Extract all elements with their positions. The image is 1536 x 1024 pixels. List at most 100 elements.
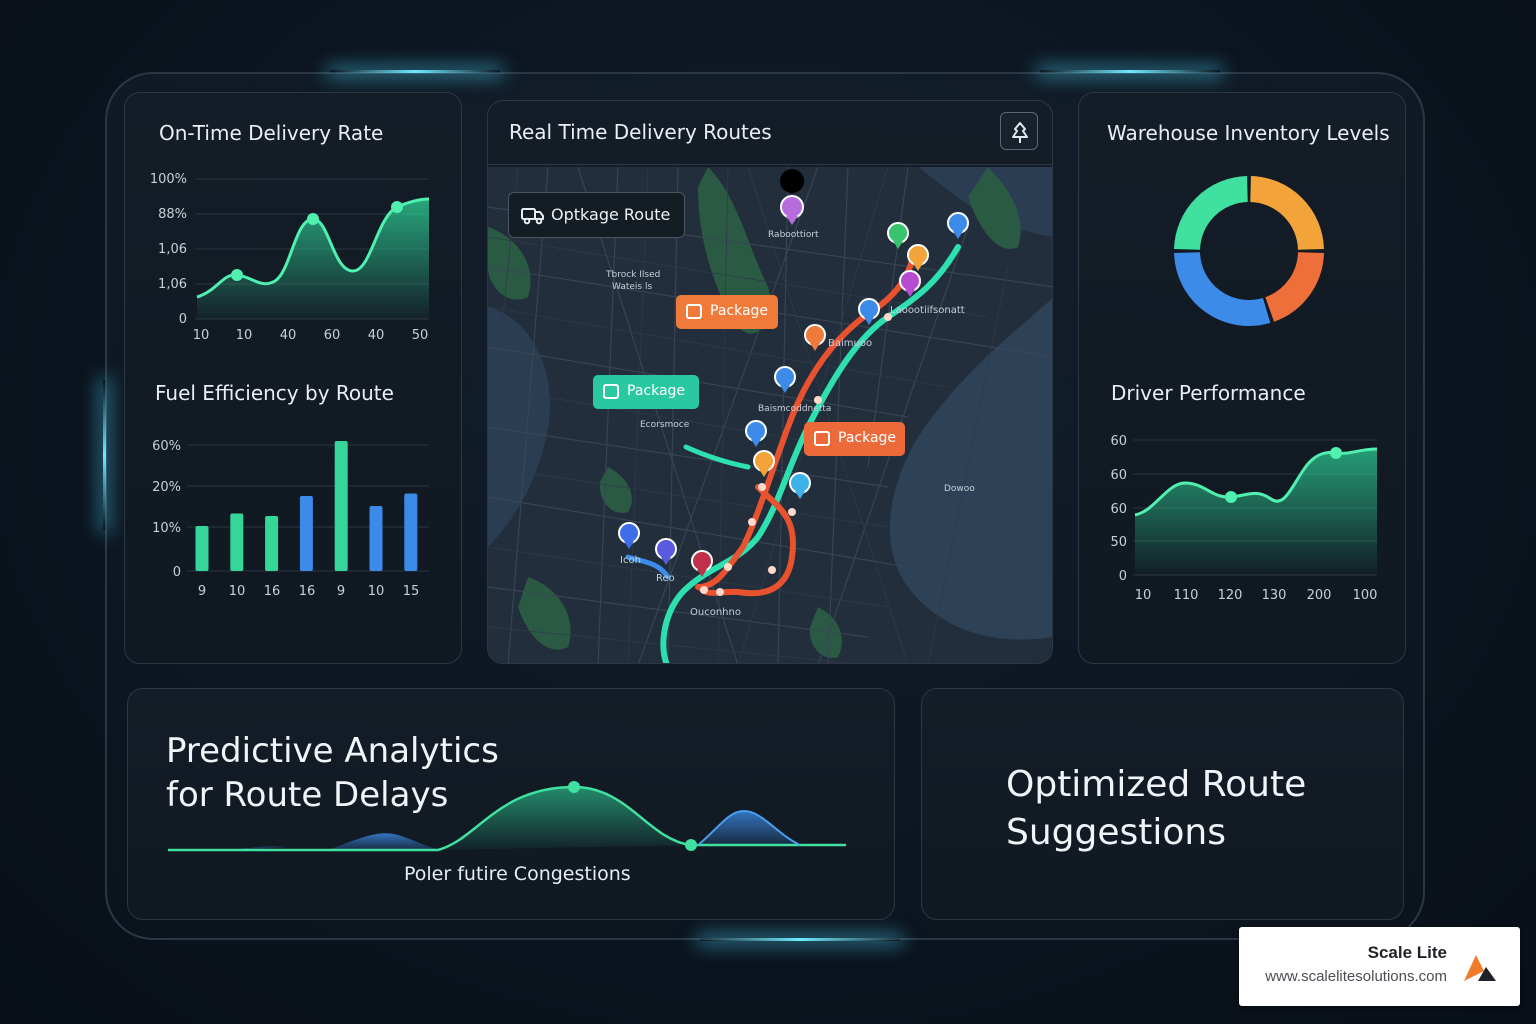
driver-y-tick: 60 [1110, 434, 1127, 449]
pin-icon [1012, 122, 1028, 143]
pin-button[interactable] [1000, 112, 1038, 150]
brand-badge[interactable]: Scale Lite www.scalelitesolutions.com [1239, 927, 1520, 1006]
map-pin[interactable] [858, 298, 880, 325]
map-label: Dowoo [944, 484, 975, 494]
brand-url: www.scalelitesolutions.com [1265, 968, 1447, 985]
on-time-y-tick: 1,06 [158, 277, 187, 292]
on-time-x-tick: 60 [324, 328, 341, 343]
truck-icon [521, 208, 544, 225]
map-label: Tbrock Ilsed [605, 270, 660, 280]
predictive-title-line1: Predictive Analytics [166, 731, 499, 771]
glow-top-left [330, 70, 500, 73]
on-time-x-tick: 40 [280, 328, 297, 343]
predictive-blue-bump [228, 833, 448, 850]
fuel-x-tick: 16 [264, 584, 281, 599]
map-label: Icoh [620, 555, 641, 566]
right-charts-panel: Warehouse Inventory Levels Driver Perfor… [1078, 92, 1406, 664]
fuel-y-tick: 60% [152, 439, 181, 454]
on-time-chart: 100% 88% 1,06 1,06 0 10 10 40 60 40 50 [150, 172, 430, 343]
driver-point [1330, 447, 1342, 459]
fuel-bar [230, 513, 244, 571]
package-icon [814, 431, 830, 446]
fuel-bar [195, 526, 209, 571]
map-pin[interactable] [887, 222, 909, 249]
predictive-panel: Predictive Analytics for Route Delays Po… [127, 688, 895, 920]
map-pin[interactable] [618, 522, 640, 549]
glow-bottom [700, 938, 900, 941]
glow-left [103, 380, 106, 530]
map-label: Ecorsmoce [640, 420, 690, 430]
map-label: Laoootiifsonatt [890, 305, 965, 316]
package-tag-orange[interactable]: Package [676, 295, 778, 329]
fuel-chart: 60% 20% 10% 0 9 10 16 16 9 10 15 [152, 439, 429, 599]
inventory-title: Warehouse Inventory Levels [1107, 121, 1390, 145]
map-pin[interactable] [691, 550, 713, 577]
fuel-bar [369, 506, 383, 571]
driver-y-tick: 60 [1110, 468, 1127, 483]
driver-x-tick: 200 [1307, 588, 1332, 603]
on-time-point [391, 201, 403, 213]
map-pin[interactable] [789, 472, 811, 499]
map-water [889, 298, 1052, 640]
driver-point [1225, 491, 1237, 503]
package-label: Package [838, 430, 897, 446]
on-time-x-tick: 50 [412, 328, 429, 343]
map-header: Real Time Delivery Routes [488, 101, 1052, 165]
predictive-caption: Poler futire Congestions [404, 863, 631, 885]
package-tag-red[interactable]: Package [804, 422, 905, 456]
delivery-map[interactable]: Raboottiort Tbrock Ilsed Wateis ls Laooo… [488, 167, 1053, 664]
map-label: Reo [656, 573, 675, 584]
fuel-x-tick: 16 [299, 584, 316, 599]
on-time-x-tick: 10 [236, 328, 253, 343]
map-park [488, 227, 531, 300]
driver-x-tick: 120 [1218, 588, 1243, 603]
map-pin[interactable] [774, 366, 796, 393]
driver-area [1135, 449, 1377, 575]
map-pin[interactable] [804, 324, 826, 351]
package-icon [603, 384, 619, 399]
predictive-point [568, 781, 580, 793]
map-pin[interactable] [947, 212, 969, 239]
optimize-route-button[interactable]: Optkage Route [508, 192, 685, 238]
on-time-area [197, 199, 429, 319]
suggestions-panel[interactable]: Optimized Route Suggestions [921, 688, 1404, 920]
fuel-bar [265, 516, 279, 571]
on-time-y-tick: 1,06 [158, 242, 187, 257]
driver-y-tick: 0 [1119, 569, 1127, 584]
on-time-x-tick: 40 [368, 328, 385, 343]
driver-x-tick: 130 [1262, 588, 1287, 603]
on-time-point [307, 213, 319, 225]
fuel-y-tick: 20% [152, 480, 181, 495]
fuel-x-tick: 15 [403, 584, 420, 599]
suggestions-title: Optimized Route Suggestions [1006, 761, 1306, 857]
left-charts-panel: On-Time Delivery Rate 100% 88% 1,06 1,06… [124, 92, 462, 664]
suggestions-title-line2: Suggestions [1006, 812, 1226, 853]
predictive-title-line2: for Route Delays [166, 775, 449, 815]
on-time-y-tick: 0 [179, 312, 187, 327]
map-pin[interactable] [655, 538, 677, 565]
map-pin[interactable] [907, 244, 929, 271]
map-pin[interactable] [780, 169, 805, 225]
map-pin[interactable] [899, 270, 921, 297]
map-pin[interactable] [745, 420, 767, 447]
map-pin[interactable] [753, 450, 775, 477]
driver-x-tick: 10 [1135, 588, 1152, 603]
on-time-y-tick: 88% [158, 207, 187, 222]
map-label: Baismcoddnetta [758, 404, 831, 414]
driver-x-tick: 110 [1174, 588, 1199, 603]
fuel-y-tick: 10% [152, 521, 181, 536]
map-label: Ouconhno [690, 607, 741, 618]
inventory-segment [1249, 176, 1324, 251]
on-time-point [231, 269, 243, 281]
inventory-segment [1264, 251, 1324, 322]
package-tag-teal[interactable]: Package [593, 375, 699, 409]
fuel-bar [334, 441, 348, 571]
driver-y-tick: 60 [1110, 502, 1127, 517]
map-label: Raboottiort [768, 230, 819, 240]
predictive-green-area [438, 787, 690, 850]
driver-chart: 60 60 60 50 0 10 110 120 130 200 100 [1110, 434, 1378, 603]
driver-x-tick: 100 [1353, 588, 1378, 603]
teal-route [660, 244, 961, 663]
fuel-bar [299, 496, 313, 571]
predictive-blue-bump [698, 811, 800, 845]
